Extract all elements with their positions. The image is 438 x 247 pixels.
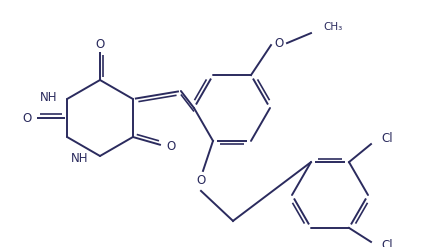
Text: CH₃: CH₃ — [322, 22, 342, 32]
Text: O: O — [22, 111, 32, 124]
Text: NH: NH — [39, 90, 57, 103]
Text: O: O — [274, 37, 283, 50]
Text: O: O — [95, 38, 104, 50]
Text: Cl: Cl — [380, 239, 392, 247]
Text: Cl: Cl — [380, 132, 392, 144]
Text: O: O — [166, 141, 175, 153]
Text: NH: NH — [71, 151, 88, 165]
Text: O: O — [196, 174, 205, 187]
